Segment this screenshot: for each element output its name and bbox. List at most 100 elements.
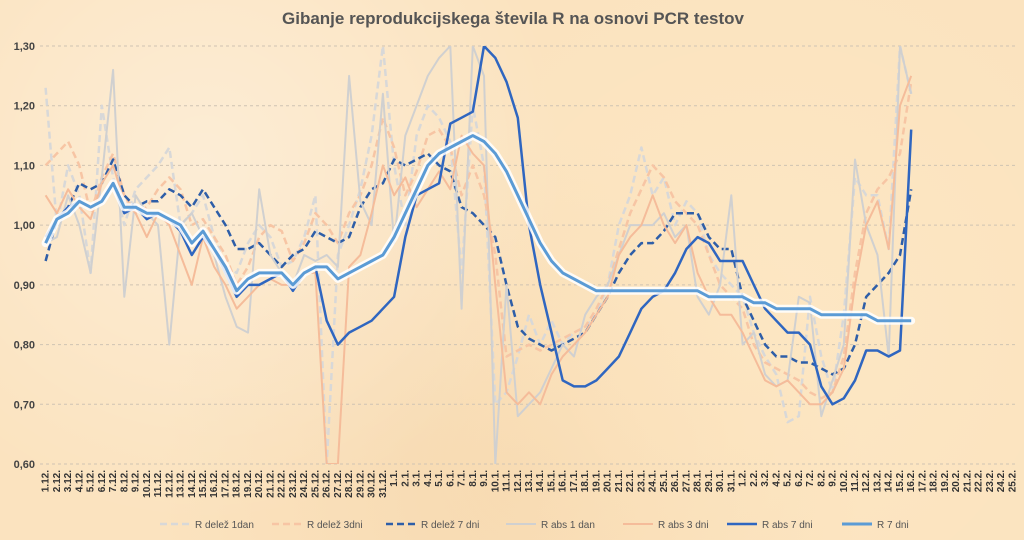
y-tick-label: 0,90 bbox=[14, 280, 35, 292]
x-tick-label: 23.1. bbox=[636, 470, 647, 492]
x-tick-label: 3.12. bbox=[63, 470, 74, 492]
series-line-2 bbox=[44, 152, 913, 376]
legend-label: R delež 1dan bbox=[195, 520, 254, 531]
x-tick-label: 16.12. bbox=[209, 470, 220, 498]
legend-label: R 7 dni bbox=[877, 520, 909, 531]
x-tick-label: 27.1. bbox=[681, 470, 692, 492]
x-tick-label: 8.1. bbox=[468, 470, 479, 487]
x-tick-label: 23.2. bbox=[985, 470, 996, 492]
x-tick-label: 1.1. bbox=[389, 470, 400, 487]
x-tick-label: 16.1. bbox=[558, 470, 569, 492]
x-tick-label: 5.2. bbox=[783, 470, 794, 487]
x-tick-label: 22.2. bbox=[974, 470, 985, 492]
x-tick-label: 18.1. bbox=[580, 470, 591, 492]
series-line-1 bbox=[44, 81, 913, 400]
x-tick-label: 2.2. bbox=[749, 470, 760, 487]
legend-label: R abs 3 dni bbox=[658, 520, 709, 531]
y-tick-label: 1,00 bbox=[14, 220, 35, 232]
x-tick-label: 20.1. bbox=[603, 470, 614, 492]
legend: R delež 1dan R delež 3dni R delež 7 dni R a… bbox=[160, 520, 909, 531]
x-tick-label: 13.12. bbox=[176, 470, 187, 498]
x-tick-label: 18.12. bbox=[232, 470, 243, 498]
x-tick-label: 12.2. bbox=[861, 470, 872, 492]
x-tick-label: 28.12. bbox=[344, 470, 355, 498]
plot-area bbox=[41, 46, 916, 464]
x-tick-label: 19.1. bbox=[591, 470, 602, 492]
series-halo bbox=[41, 131, 916, 325]
series-line-3 bbox=[45, 46, 913, 464]
y-tick-label: 1,20 bbox=[14, 101, 35, 113]
x-tick-label: 20.2. bbox=[951, 470, 962, 492]
x-tick-label: 14.1. bbox=[535, 470, 546, 492]
x-tick-label: 7.1. bbox=[457, 470, 468, 487]
x-tick-label: 10.12. bbox=[142, 470, 153, 498]
chart-title: Gibanje reprodukcijskega števila R na os… bbox=[282, 9, 745, 28]
x-axis: 1.12. 2.12. 3.12. 4.12. 5.12. 6.12. 7.12. 8.12.… bbox=[41, 470, 1019, 498]
x-tick-label: 19.12. bbox=[243, 470, 254, 498]
x-tick-label: 6.2. bbox=[794, 470, 805, 487]
x-tick-label: 21.1. bbox=[614, 470, 625, 492]
x-tick-label: 12.12. bbox=[164, 470, 175, 498]
y-tick-label: 0,60 bbox=[14, 459, 35, 471]
x-tick-label: 17.1. bbox=[569, 470, 580, 492]
y-tick-label: 1,10 bbox=[14, 160, 35, 172]
x-tick-label: 4.12. bbox=[74, 470, 85, 492]
x-tick-label: 30.12. bbox=[367, 470, 378, 498]
x-tick-label: 5.1. bbox=[434, 470, 445, 487]
x-tick-label: 9.1. bbox=[479, 470, 490, 487]
x-tick-label: 26.1. bbox=[670, 470, 681, 492]
x-tick-label: 11.12. bbox=[153, 470, 164, 497]
x-tick-label: 22.12. bbox=[277, 470, 288, 498]
x-tick-label: 7.12. bbox=[108, 470, 119, 492]
y-tick-label: 0,70 bbox=[14, 399, 35, 411]
x-tick-label: 20.12. bbox=[254, 470, 265, 498]
x-tick-label: 4.2. bbox=[771, 470, 782, 487]
x-tick-label: 7.2. bbox=[805, 470, 816, 487]
x-tick-label: 24.2. bbox=[996, 470, 1007, 492]
series-line-5 bbox=[44, 46, 913, 406]
x-tick-label: 31.1. bbox=[726, 470, 737, 492]
x-tick-label: 10.2. bbox=[839, 470, 850, 492]
legend-label: R delež 3dni bbox=[307, 520, 363, 531]
x-tick-label: 18.2. bbox=[929, 470, 940, 492]
x-tick-label: 17.2. bbox=[917, 470, 928, 492]
x-tick-label: 21.2. bbox=[962, 470, 973, 492]
series-line-6 bbox=[44, 134, 912, 323]
x-tick-label: 3.1. bbox=[412, 470, 423, 487]
x-tick-label: 23.12. bbox=[288, 470, 299, 498]
x-tick-label: 1.12. bbox=[41, 470, 52, 492]
legend-label: R abs 7 dni bbox=[762, 520, 813, 531]
x-tick-label: 14.12. bbox=[187, 470, 198, 498]
x-tick-label: 10.1. bbox=[490, 470, 501, 492]
x-tick-label: 12.1. bbox=[513, 470, 524, 492]
y-axis: 0,60 0,70 0,80 0,90 1,00 1,10 1,20 1,30 bbox=[14, 41, 35, 471]
series-line-0 bbox=[44, 46, 913, 464]
grid bbox=[40, 45, 1018, 465]
x-tick-label: 14.2. bbox=[884, 470, 895, 492]
x-tick-label: 6.1. bbox=[445, 470, 456, 487]
y-tick-label: 1,30 bbox=[14, 41, 35, 53]
x-tick-label: 25.1. bbox=[659, 470, 670, 492]
x-tick-label: 28.1. bbox=[693, 470, 704, 492]
x-tick-label: 21.12. bbox=[265, 470, 276, 498]
x-tick-label: 15.1. bbox=[546, 470, 557, 492]
x-tick-label: 26.12. bbox=[322, 470, 333, 498]
x-tick-label: 15.2. bbox=[895, 470, 906, 492]
x-tick-label: 24.12. bbox=[299, 470, 310, 498]
x-tick-label: 15.12. bbox=[198, 470, 209, 498]
x-tick-label: 22.1. bbox=[625, 470, 636, 492]
x-tick-label: 17.12. bbox=[220, 470, 231, 498]
x-tick-label: 24.1. bbox=[648, 470, 659, 492]
x-tick-label: 2.1. bbox=[400, 470, 411, 487]
x-tick-label: 9.2. bbox=[828, 470, 839, 487]
x-tick-label: 3.2. bbox=[760, 470, 771, 487]
x-tick-label: 13.2. bbox=[872, 470, 883, 492]
x-tick-label: 29.1. bbox=[704, 470, 715, 492]
x-tick-label: 29.12. bbox=[355, 470, 366, 498]
x-tick-label: 19.2. bbox=[940, 470, 951, 492]
x-tick-label: 1.2. bbox=[738, 470, 749, 487]
x-tick-label: 11.1. bbox=[502, 470, 513, 492]
series-line-4 bbox=[44, 75, 913, 464]
x-tick-label: 25.12. bbox=[310, 470, 321, 498]
